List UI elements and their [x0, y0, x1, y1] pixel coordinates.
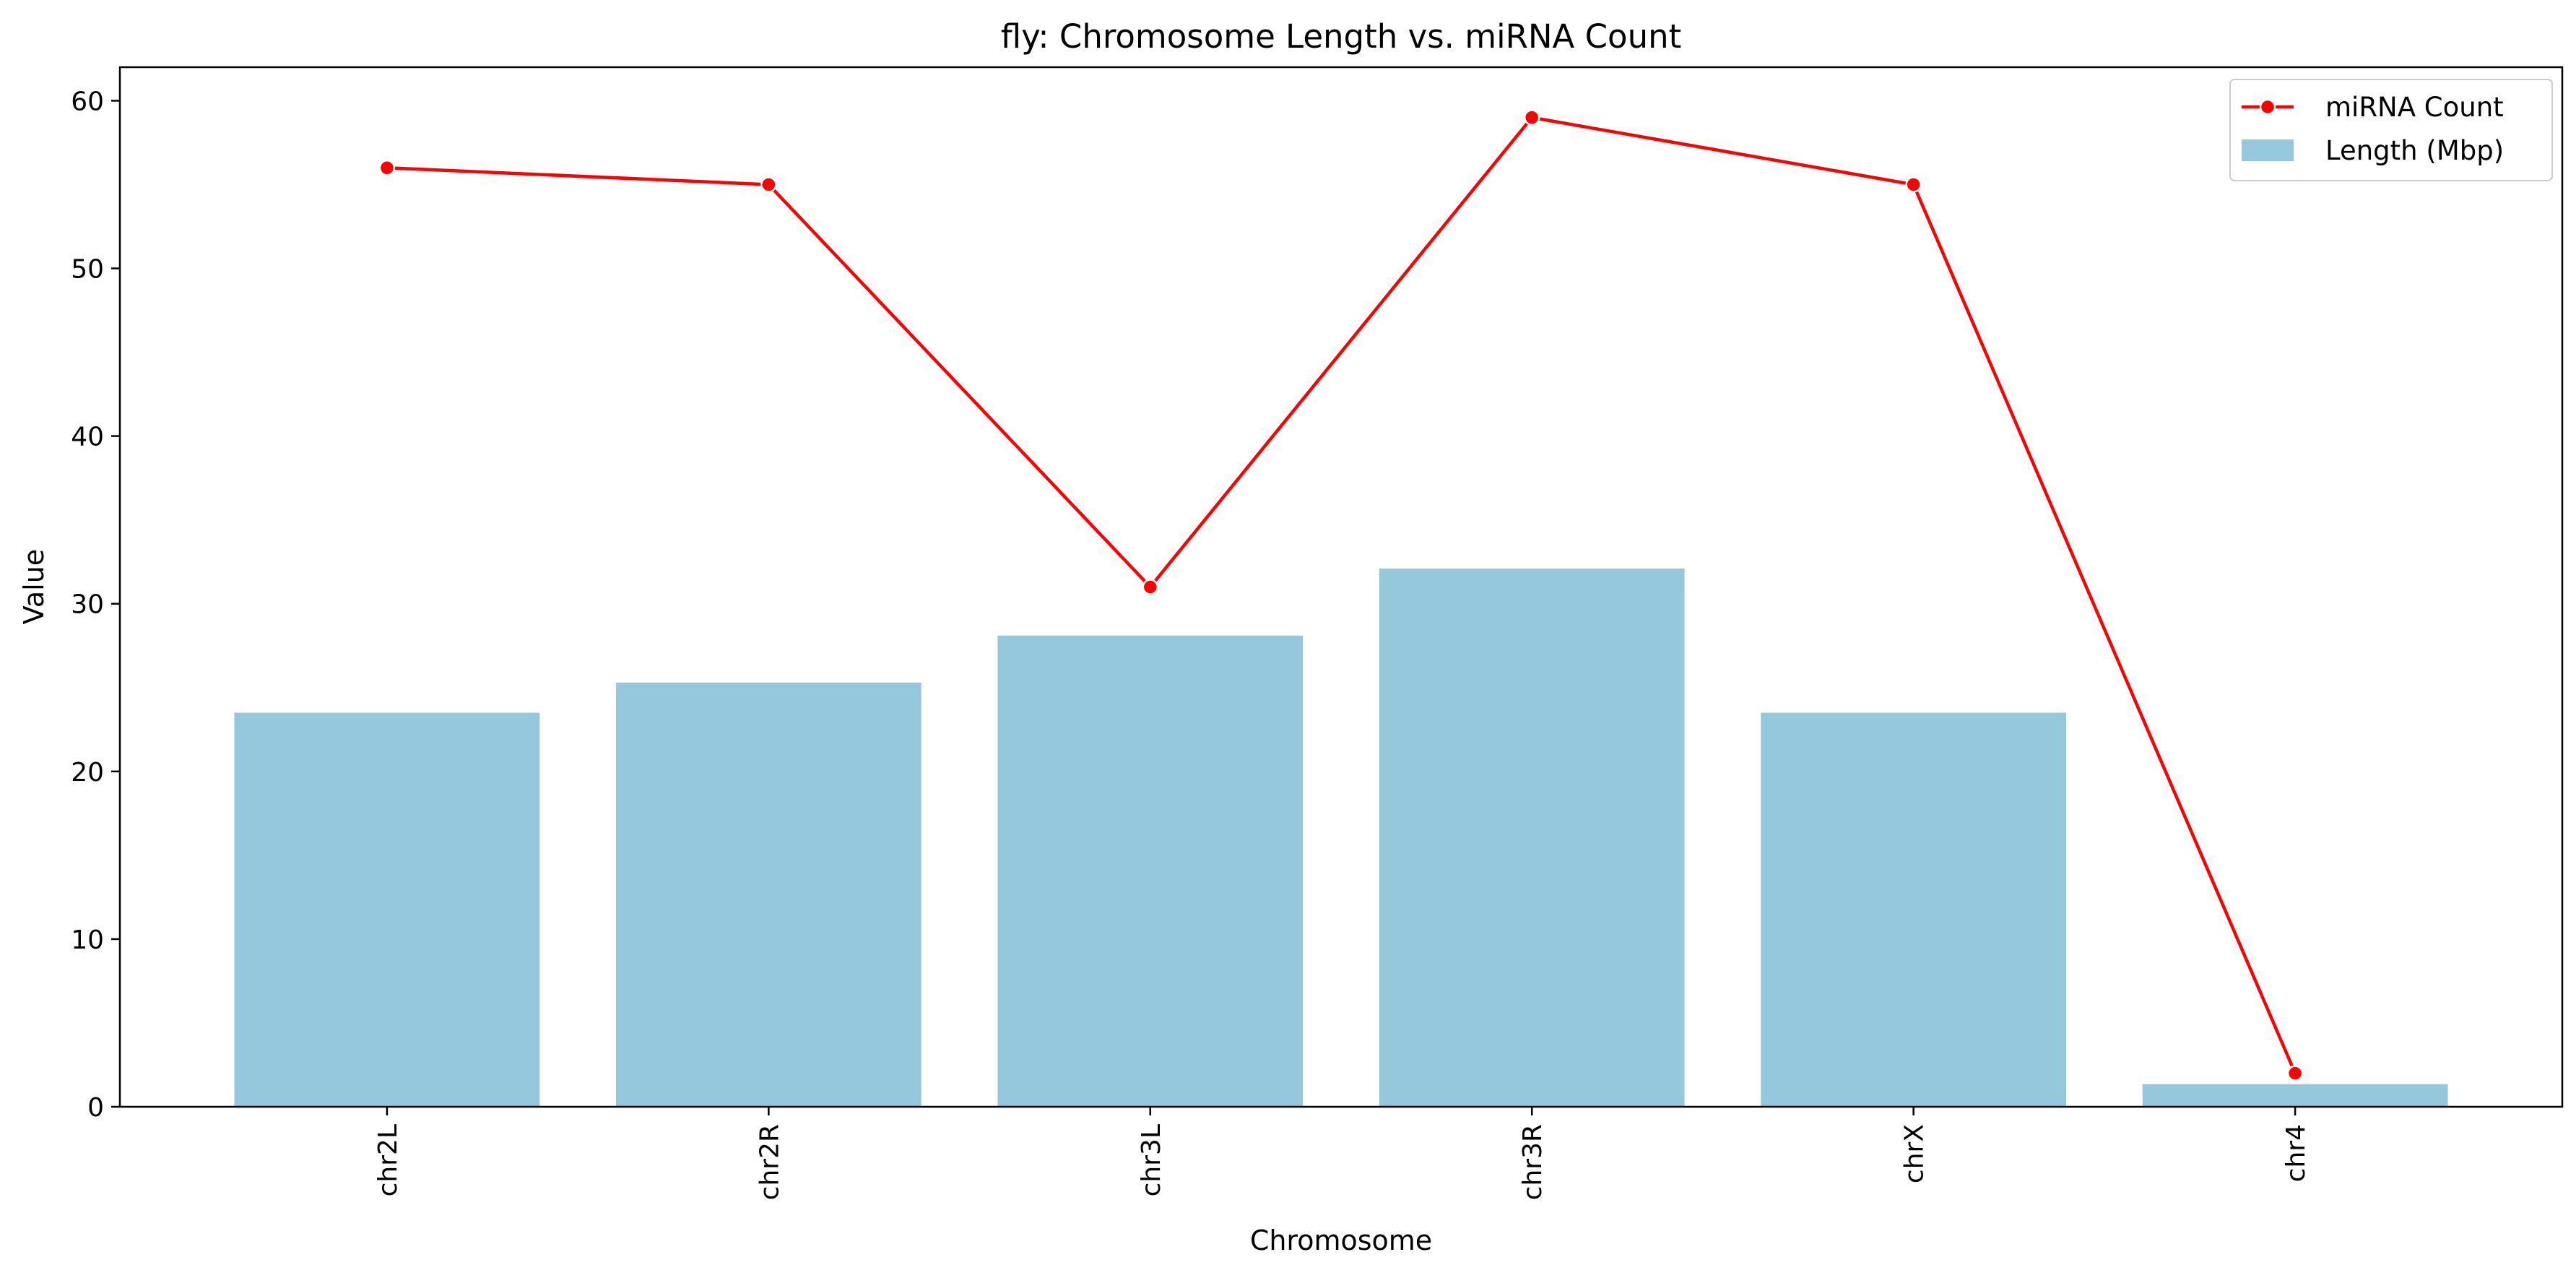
bar-chr2R	[615, 682, 921, 1107]
y-axis: 0 10 20 30 40 50 60	[71, 87, 120, 1123]
x-tick-label: chr3R	[1518, 1124, 1548, 1200]
chart-title: fly: Chromosome Length vs. miRNA Count	[1001, 17, 1682, 56]
legend-line-marker	[2259, 98, 2276, 116]
legend-label-mirna: miRNA Count	[2325, 92, 2504, 123]
x-tick-label: chr3L	[1137, 1124, 1166, 1196]
bar-chr3L	[997, 635, 1304, 1107]
bar-chr4	[2142, 1084, 2448, 1107]
bar-series	[234, 568, 2448, 1107]
bar-chr2L	[234, 712, 540, 1107]
x-axis: chr2L chr2R chr3L chr3R chrX chr4	[373, 1107, 2311, 1200]
y-axis-label: Value	[18, 549, 50, 624]
legend: miRNA Count Length (Mbp)	[2229, 79, 2553, 181]
point-chr2R	[760, 176, 777, 193]
y-tick-label: 50	[71, 255, 104, 285]
line-series	[378, 109, 2304, 1081]
y-tick-label: 20	[71, 758, 104, 787]
legend-frame	[2229, 79, 2553, 181]
x-tick-label: chrX	[1900, 1124, 1930, 1183]
x-tick-label: chr4	[2281, 1124, 2311, 1182]
mirna-count-line	[386, 116, 2297, 1074]
y-tick-label: 60	[71, 87, 104, 116]
point-chr2L	[378, 160, 396, 176]
bar-chrX	[1761, 712, 2067, 1107]
point-chr3R	[1523, 109, 1540, 126]
x-tick-label: chr2R	[755, 1124, 784, 1200]
point-chrX	[1905, 176, 1922, 193]
legend-bar-swatch	[2242, 139, 2294, 161]
y-tick-label: 10	[71, 925, 104, 955]
y-tick-label: 40	[71, 423, 104, 452]
point-chr3L	[1142, 579, 1159, 595]
x-axis-label: Chromosome	[1250, 1225, 1432, 1256]
y-tick-label: 30	[71, 590, 104, 620]
point-chr4	[2286, 1065, 2304, 1081]
x-tick-label: chr2L	[373, 1124, 403, 1196]
plot-frame	[118, 66, 2564, 1108]
legend-label-length: Length (Mbp)	[2325, 135, 2504, 166]
bar-chr3R	[1379, 568, 1685, 1107]
y-tick-label: 0	[87, 1093, 104, 1123]
